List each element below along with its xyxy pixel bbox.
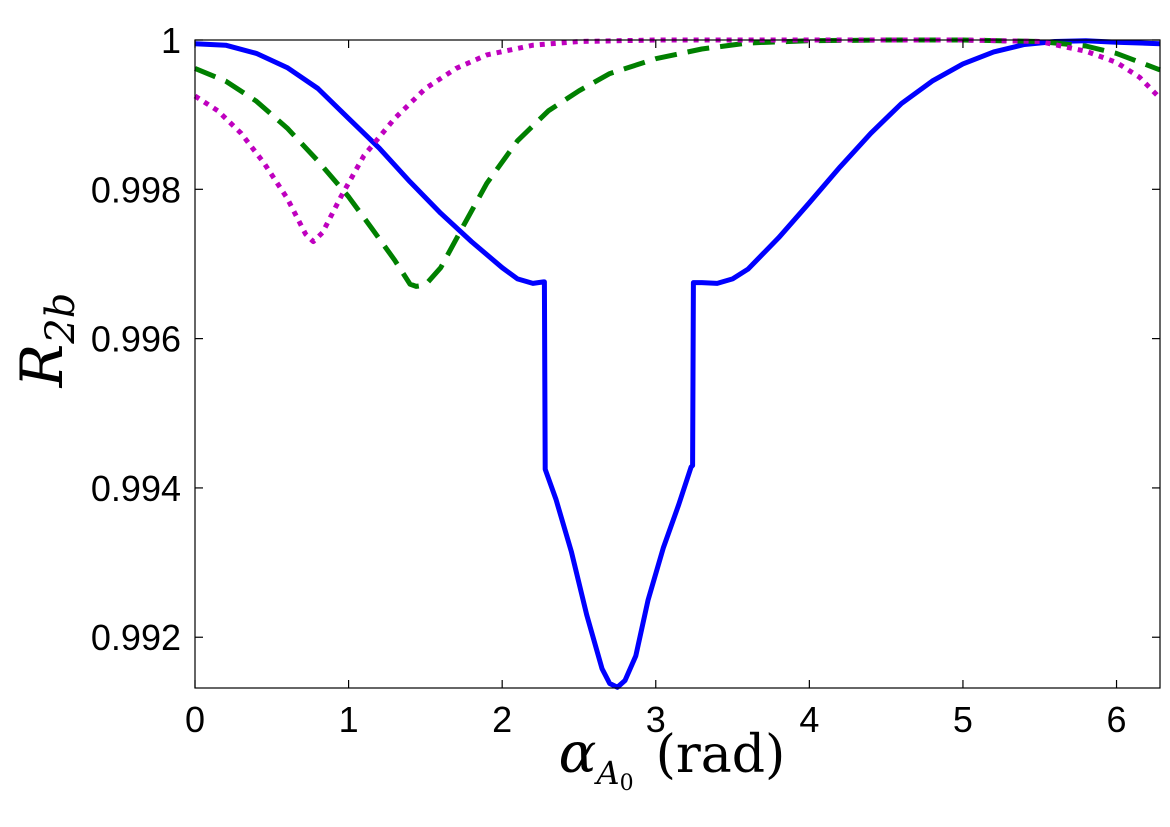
- y-axis-symbol: R: [8, 344, 76, 389]
- tick-labels-layer: 0 1 2 3 4 5 6 0.992 0.994 0.996 0.998 1: [91, 20, 1127, 740]
- x-tick-label-0: 0: [185, 699, 205, 740]
- series-line-2: [194, 37, 1161, 289]
- x-tick-label-3: 3: [646, 699, 666, 740]
- series-line-1: [194, 38, 1161, 690]
- y-tick-label-3: 0.998: [91, 169, 181, 210]
- series-layer: [193, 37, 1162, 690]
- x-axis-symbol: α: [559, 721, 597, 786]
- y-tick-label-0: 0.992: [91, 617, 181, 658]
- x-tick-label-1: 1: [339, 699, 359, 740]
- y-axis-subscript: 2b: [38, 293, 84, 345]
- x-tick-label-6: 6: [1107, 699, 1127, 740]
- x-axis-unit: (rad): [656, 725, 786, 785]
- ticks-layer: [194, 39, 1160, 688]
- series-line-3: [193, 37, 1162, 245]
- x-tick-label-5: 5: [953, 699, 973, 740]
- plot-frame: [194, 39, 1161, 689]
- y-tick-label-4: 1: [161, 20, 181, 61]
- x-axis-subscript: A: [593, 754, 619, 792]
- x-tick-label-4: 4: [799, 699, 819, 740]
- x-axis-subsubscript: 0: [620, 771, 634, 796]
- y-tick-label-1: 0.994: [91, 468, 181, 509]
- y-tick-label-2: 0.996: [91, 319, 181, 360]
- x-axis-title: αA0 (rad): [559, 721, 786, 796]
- y-axis-title: R2b: [8, 293, 84, 389]
- x-tick-label-2: 2: [492, 699, 512, 740]
